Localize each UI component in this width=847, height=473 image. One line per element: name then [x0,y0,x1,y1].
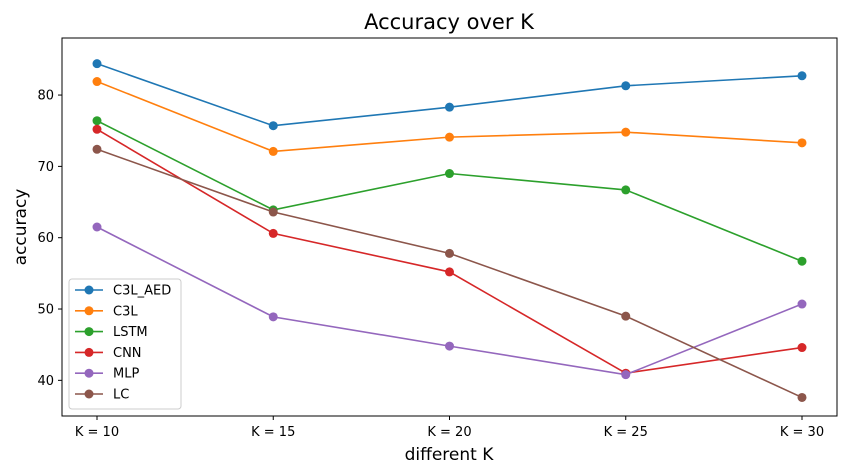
series-c3l-aed [92,59,807,131]
data-point-c3l-aed [92,59,102,69]
data-point-c3l [621,127,631,137]
data-point-mlp [621,370,631,380]
legend-label: C3L_AED [113,284,171,299]
x-axis: K = 10 K = 15 K = 20 K = 25 K = 30 [75,416,824,440]
legend-label: CNN [113,346,142,361]
legend-swatch-marker [84,347,94,357]
data-point-mlp [445,341,454,351]
x-tick-label: K = 20 [427,425,471,440]
chart-title: Accuracy over K [364,10,535,34]
legend-item: CNN [75,346,142,361]
legend-item: C3L_AED [75,284,171,299]
x-tick-label: K = 30 [780,425,824,440]
x-tick-label: K = 25 [604,425,648,440]
data-point-cnn [445,267,454,277]
series-line-c3l-aed [96,62,803,127]
data-point-c3l [445,132,454,142]
data-point-c3l-aed [797,71,807,81]
series-layer [92,59,807,402]
legend-label: C3L [113,304,138,319]
legend: C3L_AED C3L LSTM CNN MLP LC [68,278,182,410]
data-point-c3l-aed [268,121,278,131]
legend-item: LC [75,388,129,403]
y-axis: 40 50 60 70 80 [37,89,62,389]
y-axis-label: accuracy [11,189,31,266]
data-point-mlp [268,312,278,322]
x-axis-label: different K [405,445,495,465]
data-point-c3l [797,138,807,148]
data-point-c3l [92,77,102,87]
data-point-lc [92,144,102,154]
y-tick-label: 80 [37,89,54,104]
data-point-mlp [797,299,807,309]
y-tick-label: 70 [37,160,54,175]
data-point-cnn [797,343,807,353]
data-point-lstm [445,169,454,179]
legend-swatch-marker [84,327,94,337]
series-c3l [92,77,807,156]
legend-label: LC [113,388,129,403]
data-point-lc [797,392,807,402]
data-point-lstm [621,185,631,195]
data-point-lstm [92,116,102,126]
data-point-c3l-aed [621,81,631,91]
x-tick-label: K = 10 [75,425,119,440]
data-point-lc [445,248,454,258]
legend-swatch-marker [84,389,94,399]
data-point-lc [268,207,278,217]
legend-label: LSTM [113,325,148,340]
y-tick-label: 60 [37,231,54,246]
legend-label: MLP [113,367,139,382]
data-point-c3l-aed [445,102,454,112]
y-tick-label: 50 [37,303,54,318]
y-tick-label: 40 [37,374,54,389]
data-point-cnn [268,228,278,238]
data-point-c3l [268,146,278,156]
legend-swatch-marker [84,306,94,316]
x-tick-label: K = 15 [251,425,295,440]
legend-item: MLP [75,367,139,382]
legend-item: C3L [75,304,138,319]
data-point-mlp [92,222,102,232]
legend-swatch-marker [84,368,94,378]
data-point-lstm [797,256,807,266]
legend-swatch-marker [84,285,94,295]
legend-item: LSTM [75,325,148,340]
data-point-cnn [92,124,102,134]
series-mlp [92,222,807,380]
series-lc [92,144,807,402]
data-point-lc [621,311,631,321]
